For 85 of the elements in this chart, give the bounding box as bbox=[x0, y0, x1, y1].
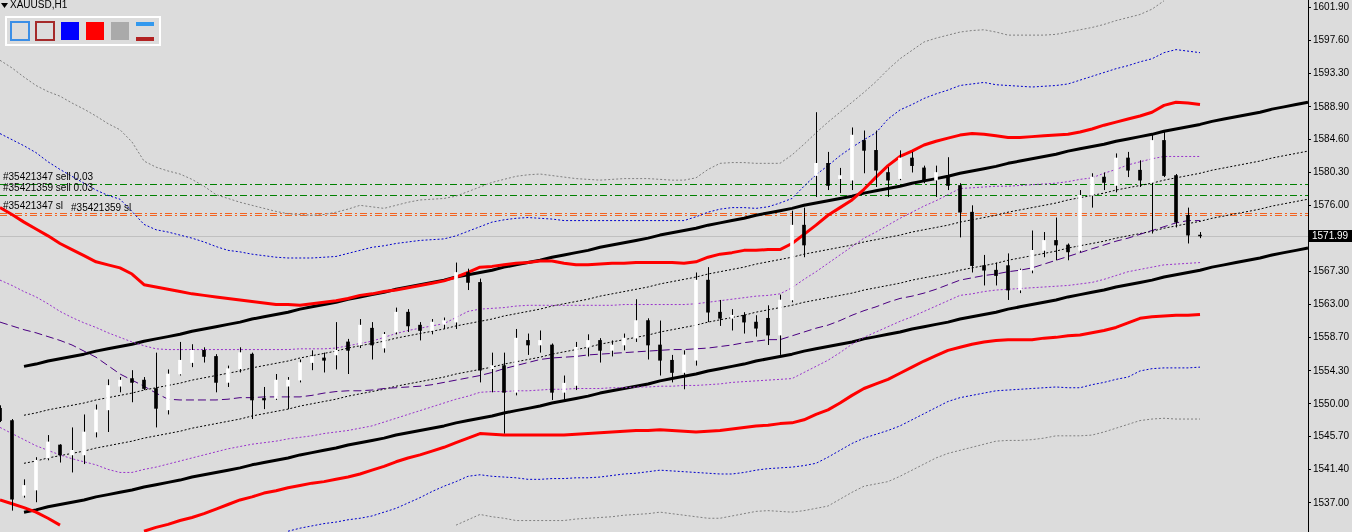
candlestick bbox=[538, 330, 542, 354]
ref-line-label: #35421347 sl bbox=[3, 199, 64, 211]
candlestick bbox=[130, 369, 134, 403]
candlestick bbox=[1054, 217, 1058, 261]
candlestick bbox=[406, 308, 410, 333]
line-series bbox=[0, 0, 1165, 216]
candlestick bbox=[886, 166, 890, 198]
candlestick bbox=[286, 376, 290, 410]
candlestick bbox=[982, 254, 986, 286]
candlestick bbox=[358, 318, 362, 349]
candlestick bbox=[718, 299, 722, 327]
candlestick bbox=[946, 156, 950, 191]
candlestick bbox=[190, 343, 194, 368]
candlestick bbox=[586, 333, 590, 357]
ref-line-label: #35421359 sell 0.03 bbox=[3, 182, 94, 194]
candlestick bbox=[262, 386, 266, 410]
candlestick bbox=[46, 434, 50, 461]
line-series bbox=[0, 49, 1201, 259]
candlestick bbox=[1018, 268, 1022, 294]
candlestick bbox=[814, 111, 818, 198]
y-tick-label: 1554.30 bbox=[1313, 364, 1350, 376]
y-tick-label: 1593.30 bbox=[1313, 67, 1350, 79]
candlestick bbox=[562, 375, 566, 401]
candlestick bbox=[178, 341, 182, 377]
candlestick bbox=[370, 321, 374, 360]
candlestick bbox=[1186, 207, 1190, 244]
candlestick bbox=[1138, 159, 1142, 188]
candlestick bbox=[862, 130, 866, 174]
candlestick bbox=[802, 207, 806, 258]
candlestick bbox=[274, 373, 278, 401]
y-tick-label: 1576.00 bbox=[1313, 199, 1350, 211]
candlestick bbox=[874, 130, 878, 188]
candlestick bbox=[310, 349, 314, 371]
candlestick bbox=[742, 311, 746, 335]
y-tick-label: 1584.60 bbox=[1313, 133, 1350, 145]
candlestick bbox=[298, 359, 302, 383]
candlestick bbox=[1042, 231, 1046, 258]
candlestick bbox=[346, 338, 350, 375]
candlestick bbox=[730, 308, 734, 331]
y-tick-label: 1563.00 bbox=[1313, 298, 1350, 310]
candlestick bbox=[394, 307, 398, 335]
candlestick bbox=[94, 404, 98, 438]
candlestick bbox=[526, 333, 530, 356]
candlestick bbox=[838, 167, 842, 194]
candlestick bbox=[22, 478, 26, 499]
y-tick-label: 1580.30 bbox=[1313, 166, 1350, 178]
candlestick bbox=[238, 346, 242, 373]
ref-line-label: 1571.99 bbox=[1312, 230, 1349, 242]
ref-line-label: #35421359 sl bbox=[71, 201, 132, 213]
y-tick-label: 1537.00 bbox=[1313, 496, 1350, 508]
line-series bbox=[455, 417, 1201, 526]
y-tick-label: 1545.70 bbox=[1313, 430, 1350, 442]
candlestick bbox=[826, 151, 830, 191]
candlestick bbox=[934, 165, 938, 198]
candlestick bbox=[226, 365, 230, 388]
candlestick bbox=[466, 268, 470, 291]
candlestick bbox=[322, 352, 326, 373]
candlestick bbox=[418, 321, 422, 341]
chart-title: XAUUSD,H1 bbox=[10, 0, 68, 10]
y-tick-label: 1588.90 bbox=[1313, 100, 1350, 112]
y-tick-label: 1597.60 bbox=[1313, 34, 1350, 46]
candlestick bbox=[1126, 151, 1130, 178]
y-tick-label: 1558.70 bbox=[1313, 331, 1350, 343]
y-tick-label: 1567.30 bbox=[1313, 265, 1350, 277]
candlestick bbox=[598, 337, 602, 364]
candlestick bbox=[634, 298, 638, 343]
candlestick bbox=[670, 354, 674, 383]
candlestick bbox=[1030, 230, 1034, 274]
candlestick bbox=[766, 304, 770, 346]
ref-line-label: #35421347 sell 0.03 bbox=[3, 170, 94, 182]
candlestick bbox=[490, 352, 494, 393]
y-tick-label: 1550.00 bbox=[1313, 397, 1350, 409]
candlestick bbox=[994, 262, 998, 286]
candlestick bbox=[334, 321, 338, 370]
candlestick bbox=[658, 320, 662, 377]
y-tick-label: 1541.40 bbox=[1313, 463, 1350, 475]
candlestick bbox=[1090, 172, 1094, 209]
candlestick bbox=[754, 314, 758, 338]
candlestick bbox=[898, 149, 902, 181]
line-series bbox=[287, 366, 1201, 532]
candlestick bbox=[682, 349, 686, 390]
candlestick bbox=[382, 331, 386, 354]
candlestick bbox=[910, 151, 914, 173]
y-tick-label: 1601.90 bbox=[1313, 1, 1350, 13]
line-series bbox=[0, 262, 1201, 473]
